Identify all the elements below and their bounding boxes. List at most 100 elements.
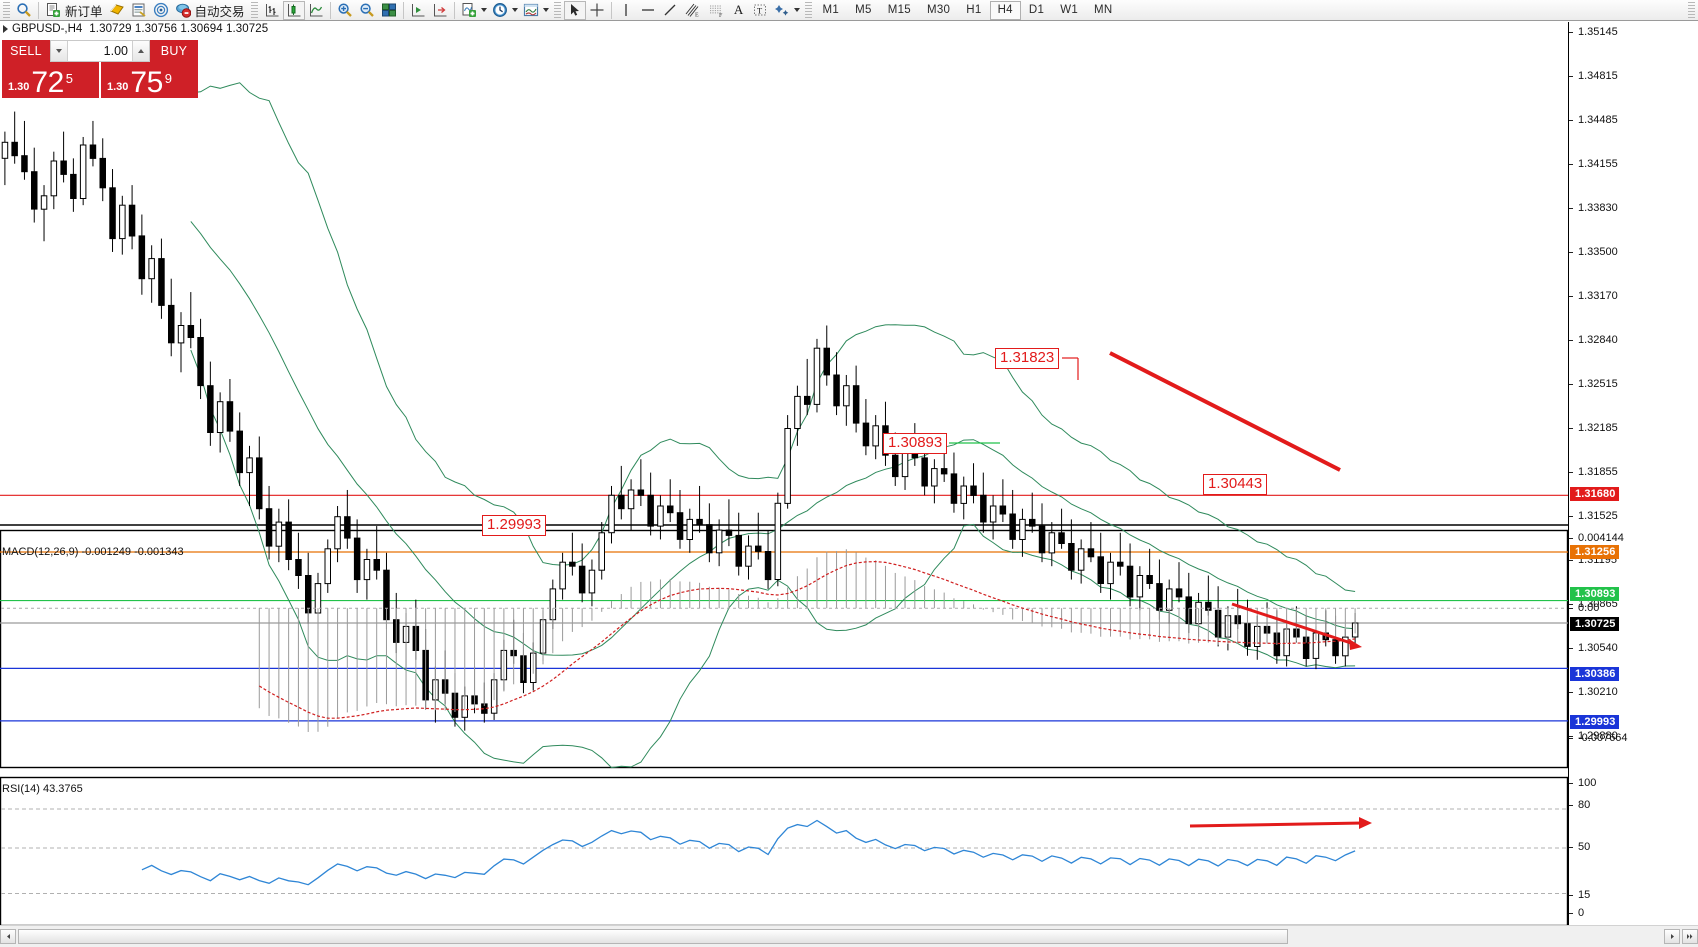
templates-dropdown-arrow[interactable] — [542, 1, 551, 19]
tile-windows-icon[interactable] — [378, 1, 400, 20]
rsi-scale-label: 15 — [1569, 889, 1590, 902]
shapes-dropdown-arrow[interactable] — [793, 1, 802, 19]
candle-body — [1107, 561, 1114, 585]
candlestick-chart-icon[interactable] — [282, 0, 305, 20]
zoom-in-icon[interactable] — [334, 1, 356, 20]
price-level-badge[interactable]: 1.30725 — [1570, 617, 1620, 631]
candle-body — [872, 425, 879, 447]
price-annotation-tag[interactable]: 1.30893 — [883, 433, 948, 454]
strategy-tester-icon[interactable] — [128, 1, 150, 20]
price-tick-label: 1.30210 — [1569, 686, 1618, 699]
candle-body — [1038, 525, 1046, 554]
candle-body — [265, 508, 273, 547]
scrollbar-thumb[interactable] — [18, 929, 1288, 944]
trendline-icon[interactable] — [659, 1, 681, 20]
timeframe-mn[interactable]: MN — [1094, 4, 1113, 16]
volume-stepper[interactable]: 1.00 — [50, 40, 150, 62]
equidistant-channel-icon[interactable]: E — [681, 1, 705, 20]
candle-body — [324, 548, 331, 585]
toolbar-separator-5 — [610, 1, 612, 19]
volume-decrease-icon[interactable] — [51, 41, 68, 61]
cursor-icon[interactable] — [563, 0, 586, 20]
price-annotation-tag[interactable]: 1.29993 — [482, 515, 547, 536]
periods-dropdown-arrow[interactable] — [511, 1, 520, 19]
buy-price-display[interactable]: 1.30 75 9 — [99, 62, 198, 98]
candle-body — [187, 325, 195, 338]
new-order-label[interactable]: 新订单 — [65, 4, 103, 19]
templates-icon[interactable] — [520, 1, 542, 20]
buy-button[interactable]: BUY — [150, 40, 198, 62]
candle-body — [608, 494, 615, 534]
candle-body — [344, 516, 351, 539]
price-tick-label: 1.30540 — [1569, 642, 1618, 655]
text-label-icon[interactable]: T — [749, 1, 771, 20]
price-tick-label: 1.34485 — [1569, 114, 1618, 127]
auto-scroll-icon[interactable] — [429, 1, 451, 20]
sell-price-big: 72 — [31, 66, 64, 99]
toolbar-grip-draw[interactable] — [553, 1, 561, 19]
sell-price-display[interactable]: 1.30 72 5 — [2, 62, 99, 98]
expert-advisors-icon[interactable] — [106, 1, 128, 20]
price-annotation-tag[interactable]: 1.31823 — [995, 348, 1060, 369]
indicators-dropdown-arrow[interactable] — [480, 1, 489, 19]
shapes-icon[interactable] — [771, 1, 793, 20]
price-level-badge[interactable]: 1.31680 — [1570, 487, 1620, 501]
timeframe-m30[interactable]: M30 — [926, 4, 951, 16]
candle-body — [921, 457, 928, 487]
macd-trend-arrow — [1231, 602, 1355, 646]
new-order-icon[interactable] — [42, 1, 64, 20]
show-hide-market-watch-icon[interactable] — [13, 1, 35, 20]
toolbar-grip[interactable] — [3, 1, 10, 19]
candle-body — [89, 144, 97, 159]
candle-body — [363, 559, 371, 581]
candle-body — [21, 155, 28, 173]
price-level-badge[interactable]: 1.30893 — [1570, 587, 1620, 601]
indicators-icon[interactable] — [458, 1, 480, 20]
horizontal-scrollbar[interactable] — [0, 925, 1698, 947]
timeframe-d1[interactable]: D1 — [1028, 4, 1045, 16]
candle-body — [627, 489, 635, 510]
line-chart-icon[interactable] — [305, 1, 327, 20]
fibonacci-retracement-icon[interactable]: F — [705, 1, 729, 20]
timeframe-m1[interactable]: M1 — [822, 4, 840, 16]
candle-body — [138, 235, 146, 280]
timeframe-h1[interactable]: H1 — [966, 4, 982, 16]
chart-shift-icon[interactable] — [407, 1, 429, 20]
vertical-line-icon[interactable] — [615, 1, 637, 20]
price-level-badge[interactable]: 1.31256 — [1570, 545, 1620, 559]
toolbar-grip-timeframes[interactable] — [804, 1, 812, 19]
candle-body — [843, 385, 850, 407]
chart-plot-area[interactable]: 1.31823 1.30893 1.30443 1.29993 MACD(12,… — [0, 22, 1569, 927]
candle-body — [1019, 518, 1026, 540]
scroll-left-arrow-icon[interactable] — [0, 929, 16, 944]
volume-input[interactable]: 1.00 — [68, 41, 132, 61]
one-click-trading-panel[interactable]: SELL 1.00 BUY 1.30 72 5 1.30 75 9 — [2, 40, 198, 98]
timeframe-m5[interactable]: M5 — [855, 4, 872, 16]
candle-body — [725, 529, 733, 536]
timeframe-w1[interactable]: W1 — [1060, 4, 1079, 16]
autotrading-signal-icon[interactable] — [150, 1, 172, 20]
scroll-end-arrow-icon[interactable] — [1682, 929, 1698, 944]
timeframe-m15[interactable]: M15 — [887, 4, 911, 16]
scroll-right-arrow-icon[interactable] — [1664, 929, 1680, 944]
text-icon[interactable]: A — [733, 2, 744, 17]
bar-chart-icon[interactable] — [261, 1, 283, 20]
timeframe-h4[interactable]: H4 — [989, 0, 1021, 20]
zoom-out-icon[interactable] — [356, 1, 378, 20]
toolbar-grip-charts[interactable] — [250, 1, 258, 19]
autotrading-label[interactable]: 自动交易 — [194, 4, 245, 19]
price-annotation-tag[interactable]: 1.30443 — [1203, 474, 1268, 495]
rsi-scale-label: 80 — [1569, 799, 1590, 812]
toolbar-grip-end[interactable] — [1688, 1, 1695, 19]
volume-increase-icon[interactable] — [132, 41, 149, 61]
price-scale[interactable]: 1.35145 1.34815 1.34485 1.34155 1.33830 1.335… — [1568, 22, 1698, 947]
periods-icon[interactable] — [489, 1, 511, 20]
candle-body — [1097, 556, 1104, 584]
sell-button[interactable]: SELL — [2, 40, 50, 62]
horizontal-line-icon[interactable] — [637, 1, 659, 20]
crosshair-icon[interactable] — [586, 1, 608, 20]
price-level-badge[interactable]: 1.29993 — [1570, 715, 1620, 729]
candle-body — [1009, 513, 1016, 540]
autotrading-icon[interactable] — [172, 1, 194, 20]
price-level-badge[interactable]: 1.30386 — [1570, 667, 1620, 681]
